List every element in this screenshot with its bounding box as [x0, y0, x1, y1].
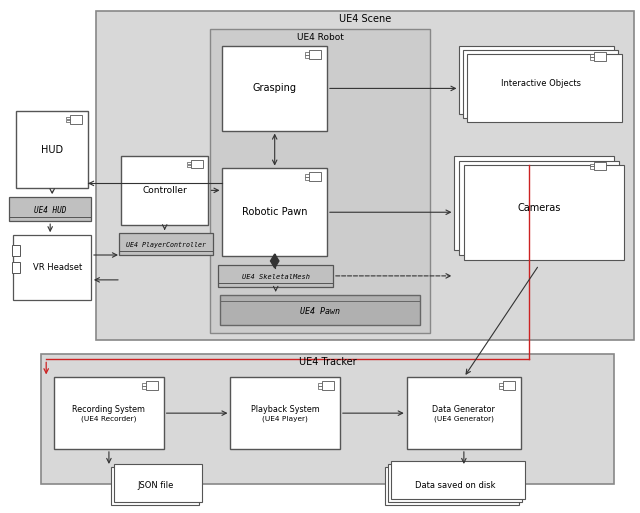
Bar — [590, 54, 594, 56]
Bar — [460, 46, 614, 114]
Bar — [467, 54, 621, 122]
Bar — [385, 467, 519, 505]
Bar — [305, 174, 309, 177]
Bar — [191, 160, 202, 168]
Bar — [211, 29, 429, 332]
Bar — [12, 262, 20, 273]
Bar — [594, 162, 605, 170]
Text: (UE4 Recorder): (UE4 Recorder) — [81, 416, 137, 422]
Text: UE4 PlayerController: UE4 PlayerController — [126, 242, 206, 248]
Text: UE4 Pawn: UE4 Pawn — [300, 307, 340, 316]
Bar — [309, 50, 321, 59]
Bar — [142, 386, 146, 389]
Text: Playback System: Playback System — [251, 405, 319, 413]
Bar — [119, 233, 214, 255]
Bar — [220, 295, 420, 325]
Bar — [12, 245, 20, 256]
Bar — [322, 381, 334, 390]
Text: UE4 SkeletalMesh: UE4 SkeletalMesh — [242, 274, 310, 280]
Text: HUD: HUD — [41, 145, 63, 154]
Bar — [146, 381, 157, 390]
Text: Data Generator: Data Generator — [433, 405, 495, 413]
Text: Cameras: Cameras — [517, 203, 561, 213]
Bar — [66, 120, 70, 122]
Bar — [111, 467, 198, 505]
Bar — [17, 111, 88, 188]
Text: Robotic Pawn: Robotic Pawn — [242, 207, 307, 217]
Text: (UE4 Player): (UE4 Player) — [262, 416, 308, 422]
Bar — [218, 265, 333, 287]
Bar — [594, 52, 605, 61]
Bar — [590, 57, 594, 60]
Bar — [66, 117, 70, 119]
Bar — [388, 464, 522, 502]
Bar — [223, 46, 327, 131]
Bar — [465, 166, 623, 260]
Text: Grasping: Grasping — [253, 84, 297, 93]
Bar — [13, 235, 91, 300]
Bar — [499, 383, 503, 386]
Bar — [41, 354, 614, 484]
Bar — [10, 198, 91, 221]
Text: UE4 Robot: UE4 Robot — [296, 33, 344, 42]
Bar — [70, 115, 82, 124]
Bar — [318, 383, 322, 386]
Bar — [463, 50, 618, 118]
Text: (UE4 Generator): (UE4 Generator) — [434, 416, 494, 422]
Bar — [318, 386, 322, 389]
Bar — [305, 55, 309, 57]
Bar — [121, 155, 209, 225]
Text: UE4 Tracker: UE4 Tracker — [299, 358, 356, 367]
Bar — [305, 177, 309, 180]
Polygon shape — [271, 254, 279, 268]
Bar — [454, 155, 614, 250]
Bar — [503, 381, 515, 390]
Bar — [590, 167, 594, 169]
Text: JSON file: JSON file — [138, 481, 174, 490]
Bar — [187, 165, 191, 167]
Text: Recording System: Recording System — [72, 405, 145, 413]
Text: Data saved on disk: Data saved on disk — [415, 481, 495, 490]
Bar — [142, 383, 146, 386]
Bar — [390, 461, 525, 499]
Text: UE4 Scene: UE4 Scene — [339, 14, 391, 24]
Bar — [309, 172, 321, 182]
Bar — [305, 52, 309, 54]
Bar — [406, 378, 521, 449]
Bar — [187, 162, 191, 164]
Text: VR Headset: VR Headset — [33, 263, 82, 272]
Bar — [114, 464, 202, 502]
Text: Controller: Controller — [142, 186, 187, 195]
Bar — [223, 168, 327, 256]
Bar — [499, 386, 503, 389]
Text: UE4 HUD: UE4 HUD — [34, 206, 67, 215]
Bar — [230, 378, 340, 449]
Bar — [54, 378, 164, 449]
Bar — [590, 164, 594, 166]
Bar — [460, 161, 619, 255]
Bar — [96, 11, 634, 340]
Text: Interactive Objects: Interactive Objects — [500, 80, 580, 88]
